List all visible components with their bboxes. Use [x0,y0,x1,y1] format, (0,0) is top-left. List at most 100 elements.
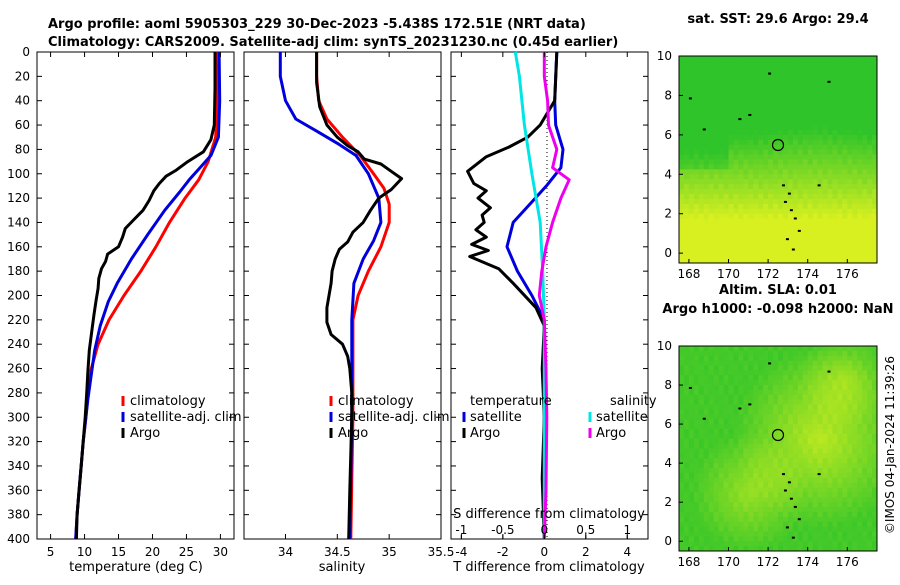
heatmap-cell [708,179,715,185]
heatmap-cell [792,120,799,126]
heatmap-cell [807,194,814,200]
heatmap-cell [812,174,818,180]
heatmap-cell [723,350,729,357]
heatmap-cell [847,179,853,185]
heatmap-cell [698,380,705,386]
heatmap-cell [847,125,853,131]
heatmap-cell [763,218,769,224]
heatmap-cell [708,443,715,449]
map-y-tick-label: 2 [664,207,672,221]
heatmap-cell [792,394,799,401]
heatmap-cell [817,125,823,131]
heatmap-cell [698,75,705,82]
heatmap-cell [763,184,769,190]
heatmap-cell [862,134,868,141]
heatmap-cell [703,174,710,180]
heatmap-cell [827,95,833,101]
heatmap-cell [802,487,809,493]
heatmap-cell [867,380,873,386]
heatmap-cell [827,169,833,175]
heatmap-cell [827,414,833,420]
heatmap-cell [683,492,690,498]
heatmap-cell [698,223,705,229]
heatmap-cell [768,477,774,484]
heatmap-cell [723,120,729,126]
series-line-argo [315,52,404,540]
heatmap-cell [728,389,734,396]
heatmap-cell [862,428,868,435]
heatmap-cell [768,365,774,371]
heatmap-cell [679,521,685,527]
heatmap-cell [768,497,774,503]
heatmap-cell [862,468,868,474]
heatmap-cell [738,238,744,244]
heatmap-cell [842,70,848,77]
heatmap-cell [728,511,734,518]
heatmap-cell [792,472,799,479]
heatmap-cell [792,154,799,160]
heatmap-cell [827,507,833,513]
heatmap-cell [683,100,690,106]
heatmap-cell [773,526,779,532]
heatmap-cell [758,120,764,126]
heatmap-cell [862,129,868,136]
heatmap-cell [713,350,719,357]
heatmap-cell [698,154,705,160]
heatmap-cell [872,472,878,479]
heatmap-cell [817,149,823,155]
heatmap-cell [802,258,809,264]
heatmap-cell [703,448,710,454]
heatmap-cell [718,448,724,454]
heatmap-cell [723,536,729,542]
heatmap-cell [743,100,749,106]
heatmap-cell [872,516,878,523]
heatmap-cell [807,409,814,415]
heatmap-cell [802,463,809,469]
heatmap-cell [728,443,734,449]
heatmap-cell [807,184,814,190]
heatmap-cell [743,174,749,180]
heatmap-cell [867,516,873,523]
heatmap-cell [832,507,838,513]
heatmap-cell [763,438,769,445]
heatmap-cell [718,129,724,136]
heatmap-cell [758,497,764,503]
heatmap-cell [807,380,814,386]
heatmap-cell [753,516,759,523]
heatmap-cell [723,389,729,396]
heatmap-cell [842,380,848,386]
heatmap-cell [862,65,868,72]
heatmap-cell [782,355,789,362]
heatmap-cell [683,536,690,542]
heatmap-cell [758,184,764,190]
heatmap-cell [708,248,715,254]
heatmap-cell [688,144,695,151]
heatmap-cell [802,223,809,229]
heatmap-cell [797,521,804,527]
heatmap-cell [748,253,754,259]
heatmap-cell [847,189,853,195]
heatmap-cell [842,159,848,165]
heatmap-cell [842,355,848,362]
heatmap-cell [753,179,759,185]
heatmap-cell [792,144,799,151]
heatmap-cell [782,233,789,239]
heatmap-cell [852,203,858,210]
heatmap-cell [842,428,848,435]
heatmap-cell [723,90,729,96]
heatmap-cell [773,477,779,484]
heatmap-cell [812,194,818,200]
island-mark [748,403,752,406]
heatmap-cell [797,453,804,459]
heatmap-cell [763,516,769,523]
heatmap-cell [857,380,863,386]
heatmap-cell [862,433,868,440]
heatmap-cell [733,85,739,91]
heatmap-cell [867,346,873,352]
heatmap-cell [807,164,814,170]
heatmap-cell [827,223,833,229]
heatmap-cell [758,258,764,264]
heatmap-cell [748,385,754,391]
heatmap-cell [852,179,858,185]
heatmap-cell [748,448,754,454]
